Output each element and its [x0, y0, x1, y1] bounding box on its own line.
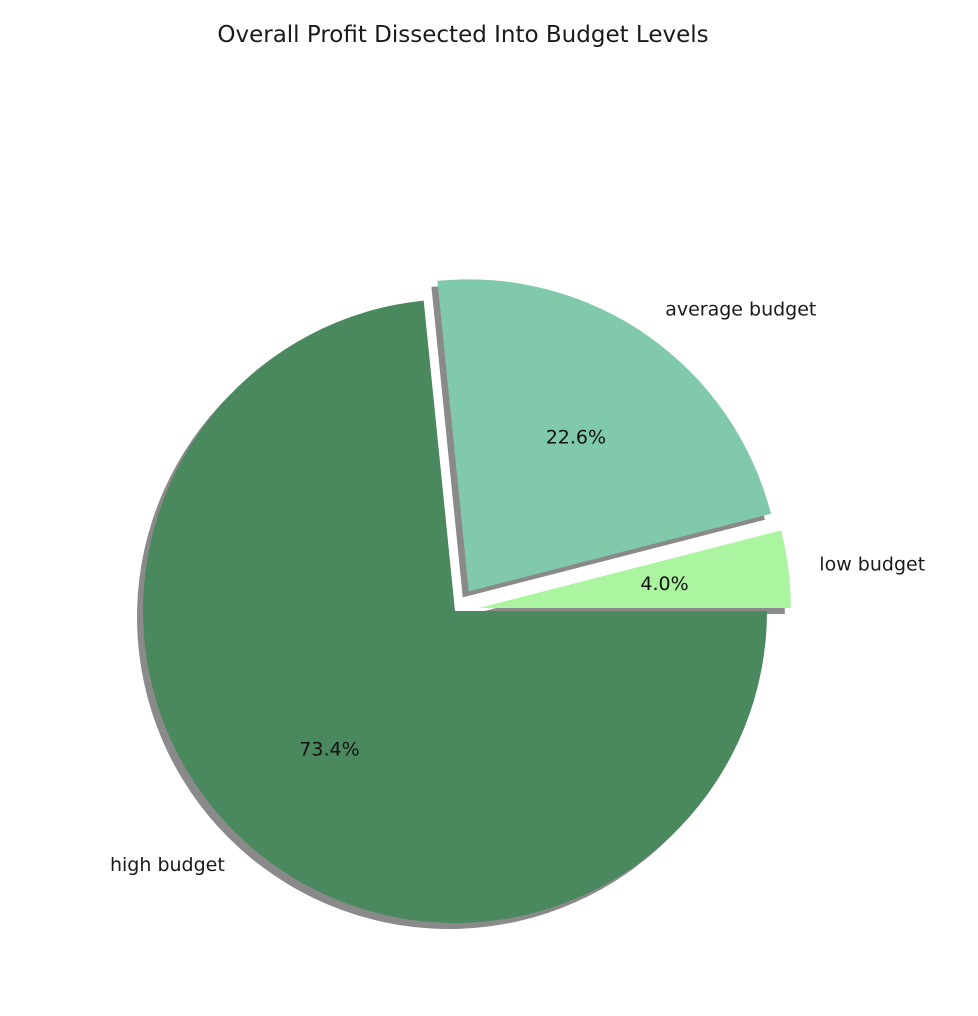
pct-label-high-budget: 73.4%	[299, 738, 359, 760]
pie-slice-low-budget	[478, 530, 791, 608]
slice-label-high-budget: high budget	[110, 854, 225, 876]
slice-label-low-budget: low budget	[819, 553, 925, 575]
pie-slice-high-budget	[142, 300, 767, 923]
slice-labels: low budget 4.0% average budget 22.6% high bu…	[110, 298, 925, 876]
pie-slices	[142, 279, 791, 923]
chart-title: Overall Profit Dissected Into Budget Lev…	[217, 22, 708, 48]
pct-label-low-budget: 4.0%	[640, 573, 688, 595]
pct-label-average-budget: 22.6%	[546, 426, 606, 448]
slice-label-average-budget: average budget	[665, 298, 816, 320]
pie-slice-average-budget	[437, 279, 771, 592]
